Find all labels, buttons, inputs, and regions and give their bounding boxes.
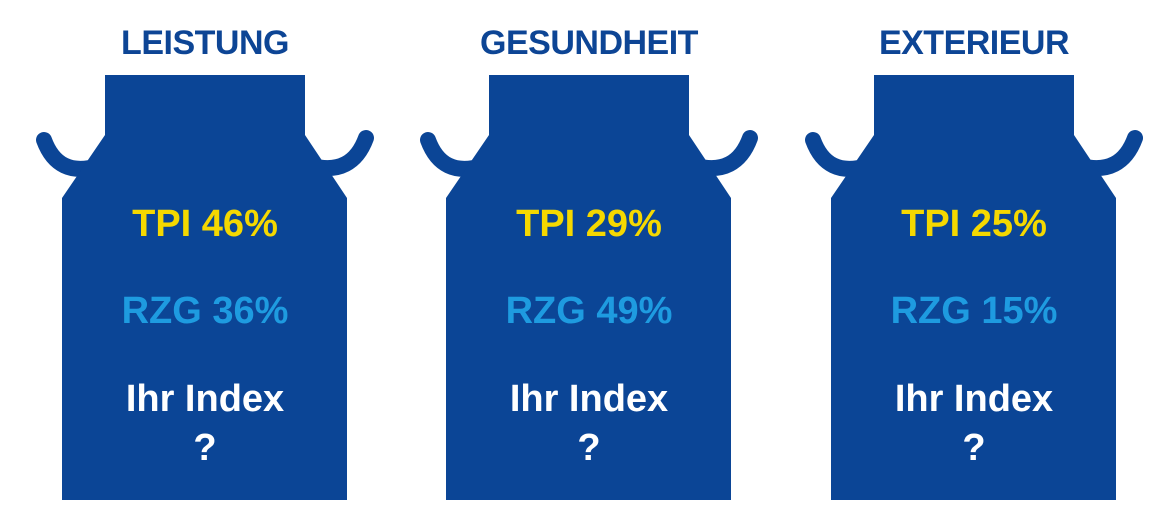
- rzg-share: RZG 36%: [122, 290, 289, 332]
- index-question: ?: [193, 427, 216, 469]
- can-title: GESUNDHEIT: [480, 24, 699, 62]
- tpi-share: TPI 29%: [516, 203, 662, 245]
- rzg-share: RZG 49%: [506, 290, 673, 332]
- tpi-share: TPI 46%: [132, 203, 278, 245]
- milk-can: EXTERIEUR TPI 25% RZG 15% Ihr Index?: [813, 24, 1135, 500]
- can-title: LEISTUNG: [121, 24, 289, 62]
- index-label: Ihr Index: [895, 378, 1053, 420]
- index-label: Ihr Index: [510, 378, 668, 420]
- milk-can: GESUNDHEIT TPI 29% RZG 49% Ihr Index?: [428, 24, 750, 500]
- index-question: ?: [962, 427, 985, 469]
- tpi-share: TPI 25%: [901, 203, 1047, 245]
- rzg-share: RZG 15%: [891, 290, 1058, 332]
- infographic: LEISTUNGTPI 46%RZG 36%Ihr Index?GESUNDHE…: [0, 0, 1165, 505]
- can-title: EXTERIEUR: [879, 24, 1069, 62]
- milk-can: LEISTUNG TPI 46% RZG 36% Ihr Index?: [44, 24, 366, 500]
- index-label: Ihr Index: [126, 378, 284, 420]
- index-question: ?: [577, 427, 600, 469]
